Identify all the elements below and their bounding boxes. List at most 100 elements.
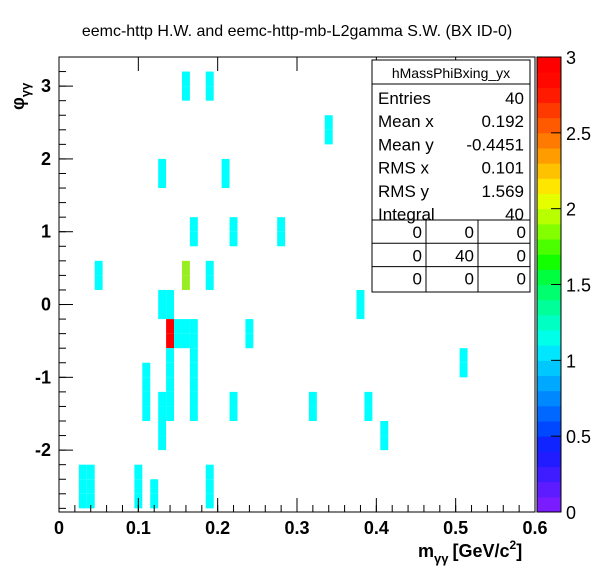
colorbar-tick-label: 2 [566, 200, 576, 220]
colorbar-band [537, 375, 561, 392]
heatmap-cell [166, 391, 175, 407]
heatmap-cell [158, 304, 167, 320]
stats-grid-cell: 0 [413, 246, 422, 265]
colorbar-tick-label: 2.5 [566, 124, 591, 144]
y-axis-title: φγγ [8, 82, 33, 110]
heatmap-cell [364, 406, 373, 421]
stats-grid-cell: 0 [517, 246, 526, 265]
stats-title: hMassPhiBxing_yx [392, 65, 510, 81]
heatmap-cell [229, 217, 238, 232]
colorbar-band [537, 269, 561, 285]
stats-grid-cell: 0 [517, 223, 526, 242]
heatmap-cell [78, 479, 87, 494]
colorbar-tick-label: 3 [566, 48, 576, 68]
stats-grid: 0 0 0 0 40 0 0 0 0 [372, 219, 530, 292]
heatmap-cell [356, 289, 365, 305]
heatmap-cell [86, 479, 95, 494]
heatmap-cell [158, 158, 167, 174]
heatmap-cell [134, 464, 143, 480]
colorbar-band [537, 87, 561, 103]
colorbar-band [537, 239, 561, 255]
heatmap-cell [174, 319, 182, 334]
heatmap-cell [78, 493, 87, 509]
heatmap-cell [181, 275, 190, 290]
heatmap-cell [245, 333, 254, 349]
heatmap-cell [229, 231, 238, 247]
heatmap-cell [205, 479, 214, 494]
heatmap-cell [150, 479, 159, 494]
stats-row-value: 0.192 [481, 112, 524, 131]
colorbar-band [537, 208, 561, 225]
stats-row-label: Integral [378, 205, 435, 224]
heatmap-cell [166, 377, 175, 392]
heatmap-cell [142, 406, 151, 421]
stats-box: hMassPhiBxing_yx Entries 40 Mean x 0.192 Mea… [371, 59, 531, 293]
heatmap-cell [158, 391, 167, 407]
x-tick-label: 0.3 [284, 518, 309, 538]
heatmap-cell [181, 319, 190, 334]
y-tick-label: 1 [41, 222, 51, 242]
color-scale-bar: 0 0.5 1 1.5 2 2.5 3 [536, 48, 591, 523]
stats-frame [371, 59, 531, 293]
y-axis: -2 -1 0 1 2 3 [35, 71, 73, 509]
colorbar-band [537, 57, 561, 73]
heatmap-cell [158, 289, 167, 305]
stats-rows: Entries 40 Mean x 0.192 Mean y -0.4451 RMS x 0.… [372, 83, 530, 224]
heatmap-cells [78, 71, 468, 509]
colorbar-band [537, 254, 561, 270]
y-tick-label: 3 [41, 76, 51, 96]
heatmap-cell [142, 377, 151, 392]
heatmap-cell [134, 479, 143, 494]
heatmap-cell [245, 319, 254, 334]
heatmap-cell [308, 391, 317, 407]
colorbar-tick-label: 1 [566, 351, 576, 371]
x-tick-label: 0 [54, 518, 64, 538]
x-tick-label: 0.6 [522, 518, 547, 538]
heatmap-cell [166, 348, 175, 363]
stats-grid-cell: 0 [465, 223, 474, 242]
stats-grid-cell: 0 [465, 270, 474, 289]
heatmap-cell [150, 493, 159, 509]
heatmap-cell [459, 348, 468, 363]
heatmap-cell [221, 158, 230, 174]
colorbar-band [537, 421, 561, 437]
colorbar-band [537, 314, 561, 331]
heatmap-cell [189, 217, 198, 232]
heatmap-cell [158, 421, 167, 436]
x-axis-title: mγγ [GeV/c2] [418, 538, 522, 566]
colorbar-tick-label: 0.5 [566, 427, 591, 447]
colorbar-band [537, 223, 561, 240]
heatmap-cell [356, 304, 365, 320]
colorbar-band [537, 163, 561, 179]
heatmap-cell [86, 464, 95, 480]
heatmap-cell [94, 260, 103, 276]
heatmap-cell [158, 435, 167, 451]
heatmap-cell [205, 260, 214, 276]
heatmap-cell [221, 173, 230, 189]
heatmap-cell [189, 348, 198, 363]
colorbar-tick-label: 1.5 [566, 276, 591, 296]
colorbar-band [537, 284, 561, 301]
heatmap-cell [181, 71, 190, 87]
heatmap-cell [205, 464, 214, 480]
colorbar-band [537, 436, 561, 452]
stats-grid-cell: 0 [413, 223, 422, 242]
y-tick-label: 0 [41, 295, 51, 315]
heatmap-cell [166, 304, 175, 320]
heatmap-cell [166, 406, 175, 421]
x-tick-label: 0.4 [364, 518, 389, 538]
heatmap-cell [189, 391, 198, 407]
y-tick-label: -2 [35, 440, 51, 460]
colorbar-band [537, 345, 561, 361]
colorbar-band [537, 330, 561, 346]
colorbar-band [537, 390, 561, 407]
heatmap-cell [364, 391, 373, 407]
colorbar-band [537, 117, 561, 134]
colorbar-band [537, 102, 561, 119]
heatmap-cell [158, 173, 167, 189]
heatmap-cell [229, 391, 238, 407]
stats-row-label: Mean x [378, 112, 434, 131]
colorbar-band [537, 132, 561, 149]
colorbar-band [537, 481, 561, 498]
heatmap-cell [380, 435, 389, 451]
